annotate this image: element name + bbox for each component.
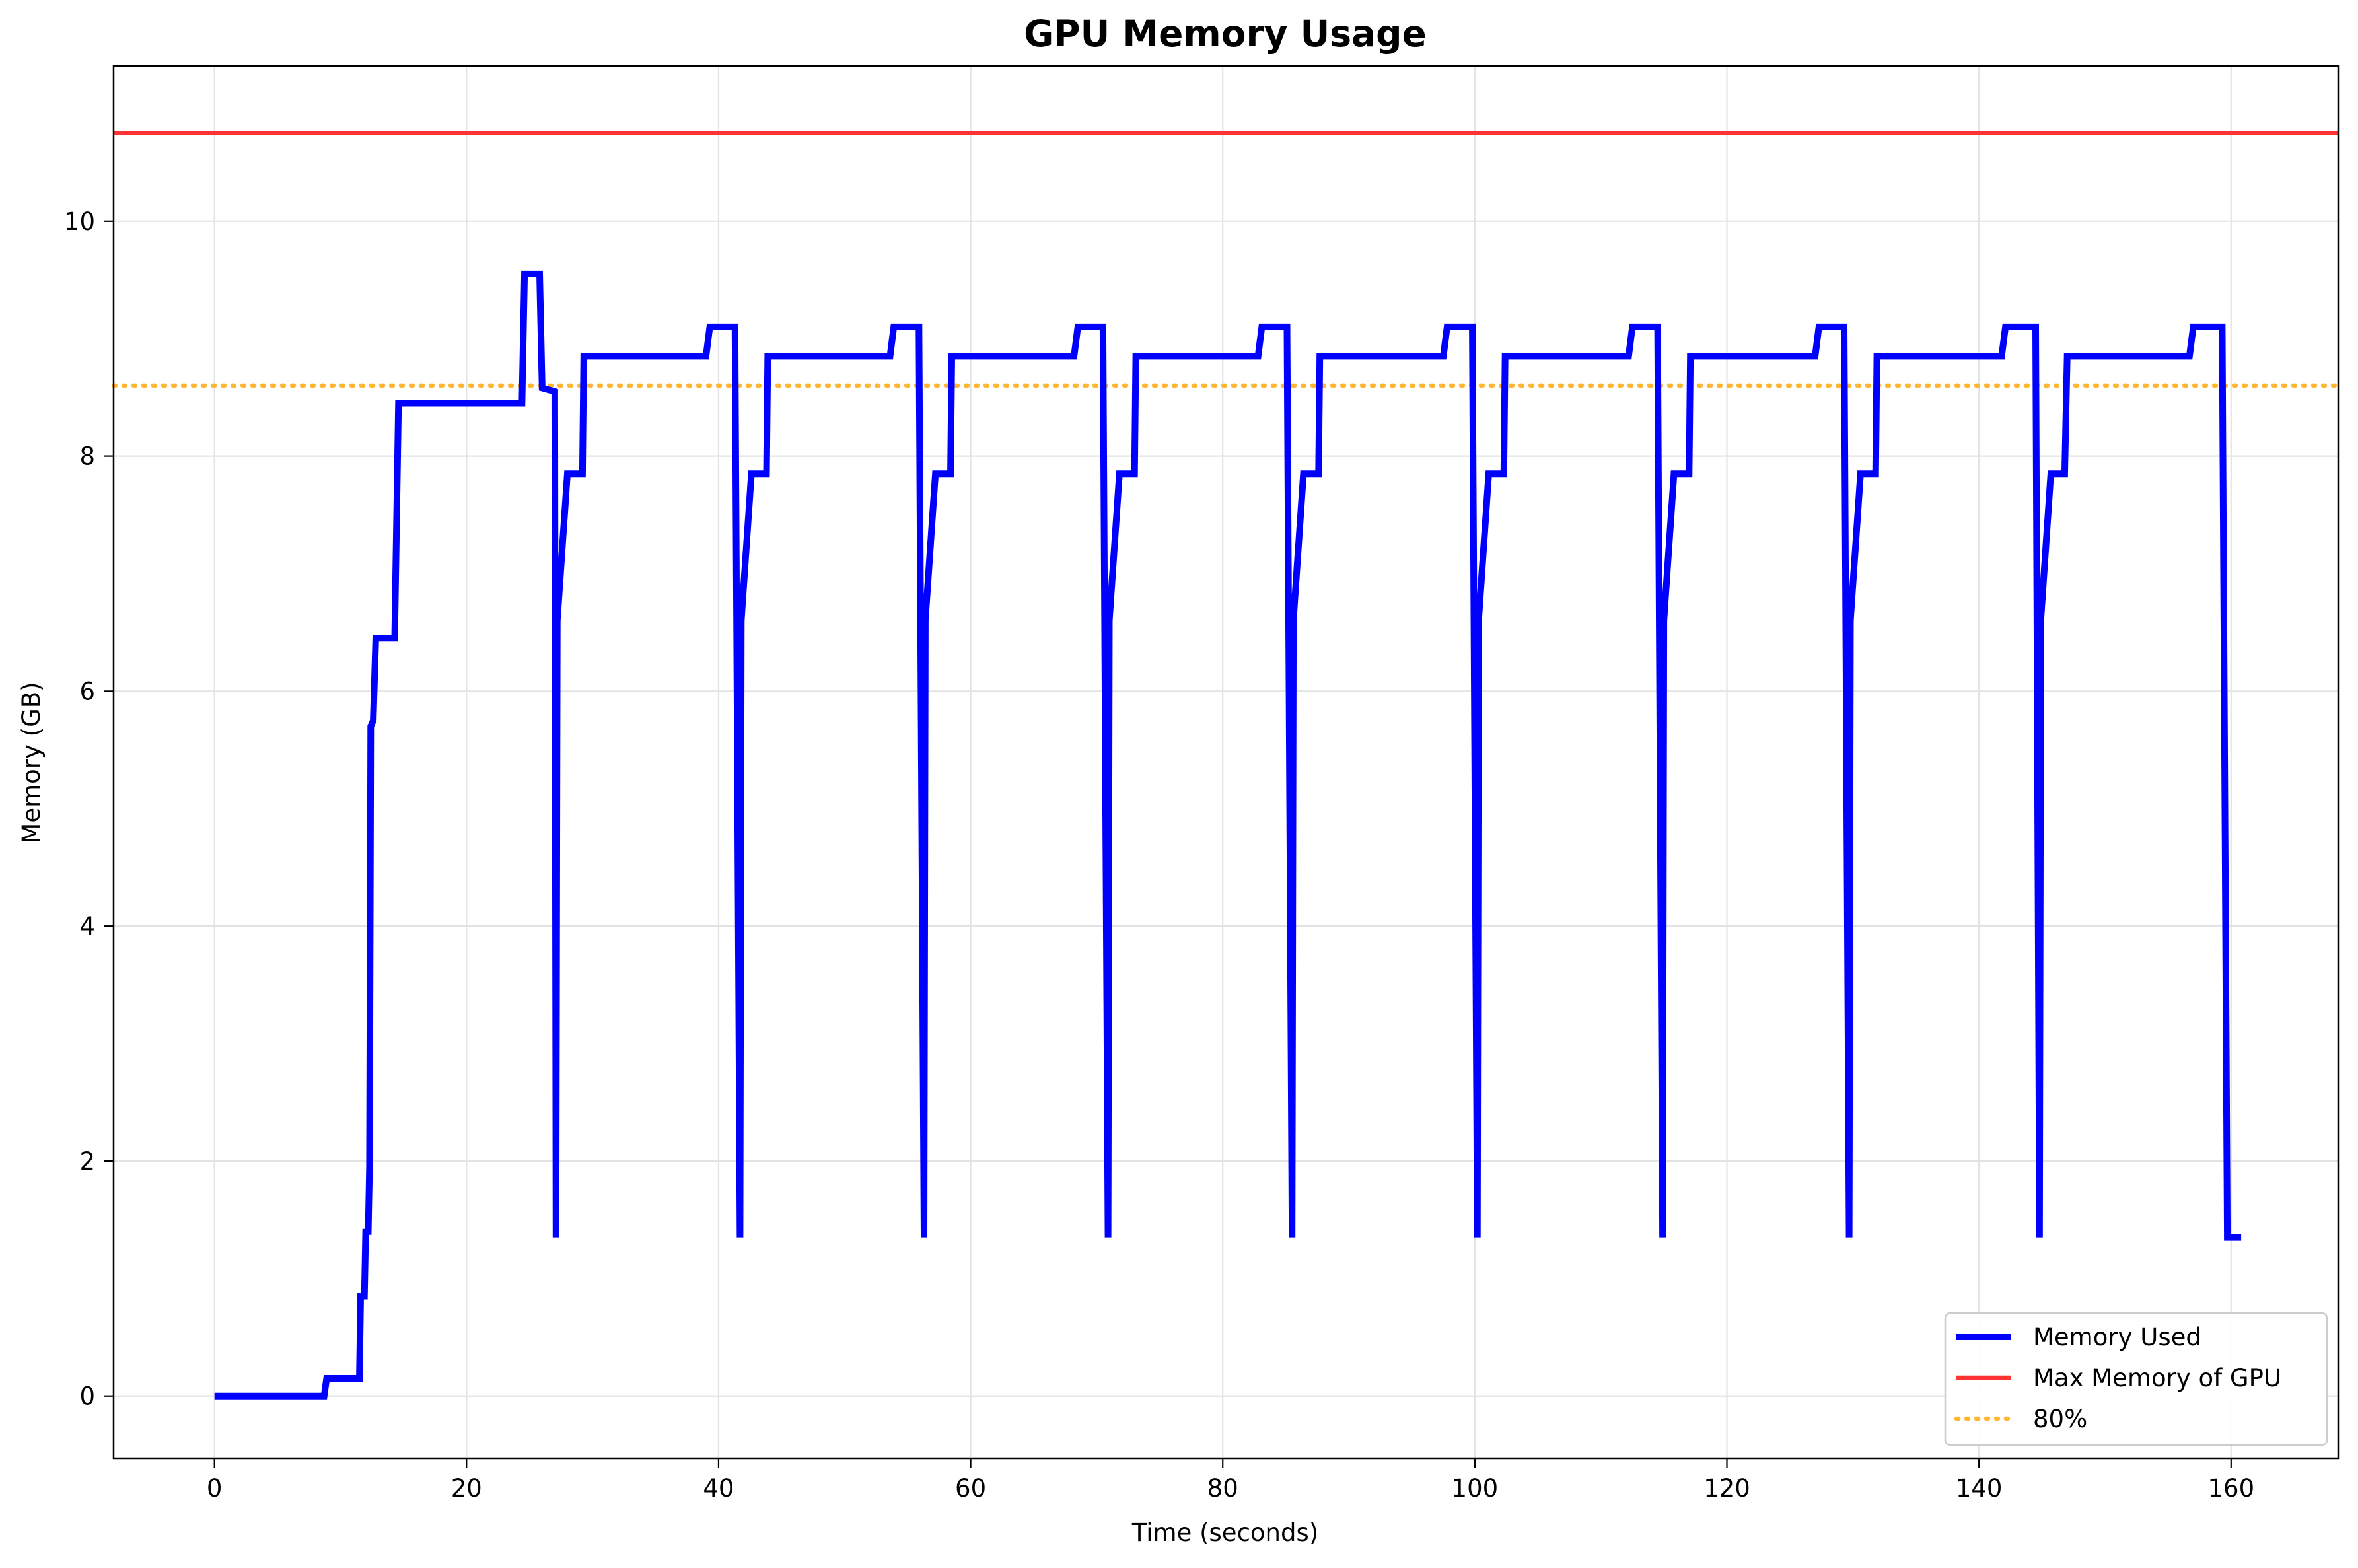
x-tick-label: 160 bbox=[2207, 1474, 2254, 1503]
x-tick-label: 0 bbox=[207, 1474, 223, 1503]
legend-label: Memory Used bbox=[2033, 1323, 2201, 1351]
reference-lines bbox=[111, 131, 2341, 388]
x-tick-label: 60 bbox=[955, 1474, 986, 1503]
legend-label: Max Memory of GPU bbox=[2033, 1364, 2281, 1392]
y-axis-label: Memory (GB) bbox=[17, 682, 46, 843]
x-tick-label: 20 bbox=[451, 1474, 482, 1503]
series-line-memory-used bbox=[214, 270, 2242, 1400]
x-tick-label: 100 bbox=[1452, 1474, 1499, 1503]
y-tick-label: 2 bbox=[79, 1147, 95, 1176]
y-tick-label: 10 bbox=[64, 207, 95, 236]
plot-frame bbox=[112, 65, 2340, 1460]
legend: Memory Used Max Memory of GPU 80% bbox=[1944, 1312, 2328, 1446]
x-tick-label: 80 bbox=[1207, 1474, 1238, 1503]
y-tick-label: 0 bbox=[79, 1382, 95, 1411]
y-tick-label: 4 bbox=[79, 912, 95, 941]
x-tick-label: 40 bbox=[703, 1474, 734, 1503]
y-tick-label: 8 bbox=[79, 443, 95, 471]
legend-label: 80% bbox=[2033, 1405, 2087, 1433]
x-tick-label: 120 bbox=[1703, 1474, 1750, 1503]
y-tick-label: 6 bbox=[79, 677, 95, 705]
y-axis-ticks: 0 2 4 6 8 10 bbox=[64, 207, 114, 1411]
x-tick-label: 140 bbox=[1956, 1474, 2003, 1503]
legend-box bbox=[1944, 1312, 2328, 1446]
series-lines bbox=[214, 270, 2242, 1400]
chart-title: GPU Memory Usage bbox=[1024, 13, 1427, 55]
x-axis-label: Time (seconds) bbox=[1131, 1518, 1318, 1547]
x-axis-ticks: 0 20 40 60 80 100 120 140 160 bbox=[207, 1458, 2254, 1503]
